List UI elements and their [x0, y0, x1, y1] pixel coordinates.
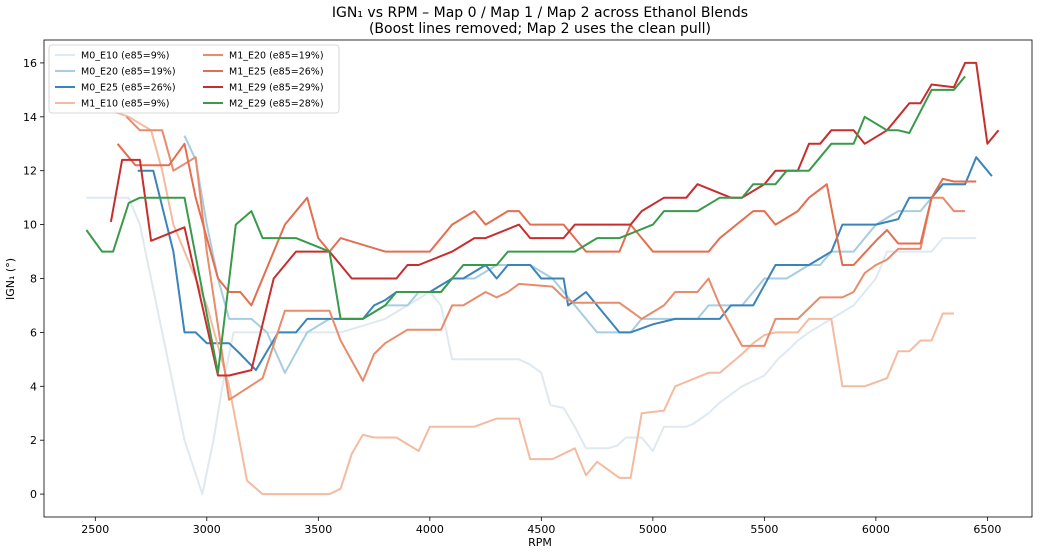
legend-entry-3: M1_E10 (e85=9%) [81, 99, 169, 110]
y-tick-label-1: 2 [30, 434, 37, 447]
x-tick-label-5: 5000 [639, 523, 667, 536]
y-axis-label: IGN₁ (°) [4, 258, 17, 300]
x-tick-label-8: 6500 [973, 523, 1001, 536]
y-tick-label-3: 6 [30, 326, 37, 339]
x-tick-label-7: 6000 [862, 523, 890, 536]
legend: M0_E10 (e85=9%) M0_E20 (e85=19%) M0_E25 (e… [48, 44, 340, 114]
series-line-6 [109, 61, 1000, 377]
y-tick-label-5: 10 [23, 219, 37, 232]
chart-title: IGN₁ vs RPM – Map 0 / Map 1 / Map 2 acro… [332, 5, 748, 21]
series-line-7 [85, 75, 966, 374]
y-tick-label-0: 0 [30, 488, 37, 501]
x-tick-label-0: 2500 [81, 523, 109, 536]
y-tick-label-2: 4 [30, 380, 37, 393]
legend-entry-7: M2_E29 (e85=28%) [229, 99, 324, 110]
legend-entry-0: M0_E10 (e85=9%) [81, 51, 169, 62]
y-tick-label-6: 12 [23, 165, 37, 178]
series-line-5 [116, 142, 977, 307]
series-line-2 [137, 156, 993, 372]
legend-box [48, 44, 340, 114]
chart-subtitle: (Boost lines removed; Map 2 uses the cle… [369, 21, 711, 37]
x-tick-label-2: 3500 [304, 523, 332, 536]
series-line-1 [183, 135, 966, 374]
series-layer [85, 61, 1000, 496]
y-tick-label-4: 8 [30, 273, 37, 286]
x-axis-label: RPM [528, 536, 552, 549]
legend-entry-6: M1_E29 (e85=29%) [229, 83, 324, 94]
legend-entry-4: M1_E20 (e85=19%) [229, 51, 324, 62]
x-tick-label-4: 4500 [527, 523, 555, 536]
legend-entry-1: M0_E20 (e85=19%) [81, 67, 176, 78]
series-line-3 [112, 110, 954, 496]
series-line-4 [125, 116, 966, 401]
x-tick-label-3: 4000 [416, 523, 444, 536]
y-tick-label-8: 16 [23, 57, 37, 70]
x-tick-label-1: 3000 [193, 523, 221, 536]
series-line-0 [86, 196, 977, 496]
ticks-layer: 2500 3000 3500 4000 4500 5000 5500 6000 6500 0 2 4 6… [23, 57, 1001, 536]
legend-entry-5: M1_E25 (e85=26%) [229, 67, 324, 78]
x-tick-label-6: 5500 [750, 523, 778, 536]
legend-entry-2: M0_E25 (e85=26%) [81, 83, 176, 94]
y-tick-label-7: 14 [23, 111, 37, 124]
